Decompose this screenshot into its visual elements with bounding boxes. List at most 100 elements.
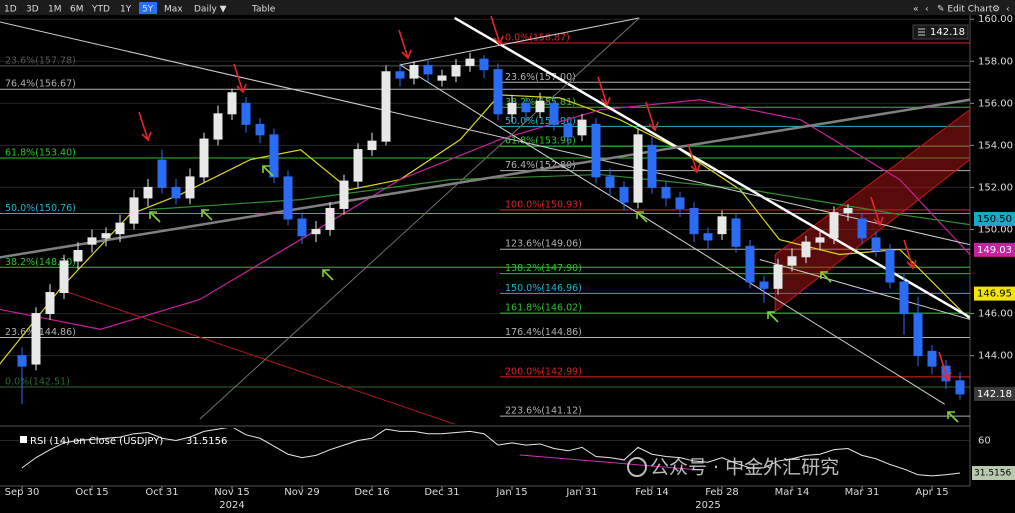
rsi-divergence — [519, 454, 701, 471]
candle-body — [311, 228, 321, 235]
candle-body — [45, 292, 55, 315]
candle-body — [507, 102, 517, 115]
candle-body — [409, 64, 419, 79]
candle-body — [633, 134, 643, 203]
candle-body — [353, 149, 363, 182]
candle-body — [773, 264, 783, 289]
watermark: 公众号 · 中金外汇研究 — [650, 457, 839, 479]
trendline — [399, 17, 640, 66]
candle-body — [535, 100, 545, 113]
toolbar-control[interactable]: ‹ — [1006, 5, 1010, 15]
y-tick-label: 160.00 — [978, 14, 1013, 25]
sell-arrow — [903, 239, 917, 270]
range-button[interactable]: 1M — [48, 5, 62, 15]
price-marker — [974, 286, 1015, 301]
sell-arrow — [398, 29, 412, 60]
range-selected — [139, 2, 157, 14]
sell-arrow — [687, 143, 701, 174]
sell-arrow — [645, 101, 659, 132]
y-tick-label: 152.00 — [978, 182, 1013, 193]
rsi-line — [21, 428, 961, 477]
range-button[interactable]: 3D — [26, 5, 39, 15]
fib-label: 176.4%(144.86) — [505, 327, 582, 338]
candle-body — [885, 249, 895, 283]
rsi-legend-swatch — [20, 436, 27, 443]
candle-body — [199, 138, 209, 178]
toolbar-control[interactable]: ✎ Edit Chart — [937, 5, 993, 15]
candle-body — [437, 75, 447, 81]
candle-body — [381, 71, 391, 142]
toolbar-control[interactable]: ‹ — [925, 5, 929, 15]
x-tick-label: Mar 31 — [845, 487, 880, 498]
fib-label: 100.0%(150.93) — [505, 199, 582, 210]
channel — [774, 109, 970, 313]
candle-body — [927, 350, 937, 367]
x-tick-label: Apr 15 — [915, 487, 948, 498]
x-tick-label: Jan 15 — [495, 487, 527, 498]
x-tick-label: Nov 15 — [214, 487, 249, 498]
rsi-tick-label: 60 — [978, 436, 991, 447]
candle-body — [675, 197, 685, 209]
candle-body — [479, 58, 489, 71]
candle-body — [647, 144, 657, 188]
fib-label: 38.2%(148.20) — [5, 257, 76, 268]
year-label: 2024 — [219, 500, 244, 511]
range-button[interactable]: Max — [164, 5, 183, 15]
candle-body — [703, 233, 713, 241]
candle-body — [857, 218, 867, 239]
table-button[interactable]: Table — [251, 5, 276, 15]
range-button[interactable]: 1D — [4, 5, 17, 15]
candle-body — [143, 186, 153, 199]
toolbar-control[interactable]: ⚙ — [992, 5, 1000, 15]
buy-arrow — [322, 269, 334, 281]
fib-label: 23.6%(157.00) — [505, 72, 576, 83]
candle-body — [577, 119, 587, 136]
candle-body — [255, 123, 265, 136]
candle-body — [31, 313, 41, 365]
sell-arrow — [490, 15, 504, 46]
candle-body — [521, 102, 531, 113]
toolbar-control[interactable]: « — [913, 5, 919, 15]
buy-arrow — [149, 211, 161, 223]
candle-body — [395, 71, 405, 79]
watermark-icon — [627, 457, 647, 477]
price-marker — [974, 242, 1015, 257]
rsi-legend: RSI (14) on Close (USDJPY) — [30, 436, 163, 447]
y-tick-label: 154.00 — [978, 140, 1013, 151]
buy-arrow — [262, 165, 274, 177]
range-button[interactable]: YTD — [91, 5, 110, 15]
x-tick-label: Jan 31 — [565, 487, 597, 498]
rsi-marker — [972, 466, 1015, 481]
range-button[interactable]: 5Y — [142, 5, 154, 15]
range-button[interactable]: 1Y — [120, 5, 132, 15]
fib-label: 138.2%(147.90) — [505, 263, 582, 274]
trendline — [399, 64, 945, 405]
price-marker — [974, 211, 1015, 226]
buy-arrow — [820, 271, 832, 283]
period-select[interactable]: Daily ▼ — [194, 5, 227, 15]
sell-arrow — [938, 351, 952, 382]
sell-arrow — [597, 76, 611, 107]
candle-body — [745, 245, 755, 283]
x-tick-label: Nov 29 — [284, 487, 319, 498]
price-marker-label: 150.50 — [977, 214, 1012, 225]
x-tick-label: Mar 14 — [775, 487, 810, 498]
candle-body — [367, 140, 377, 151]
x-tick-label: Dec 16 — [354, 487, 389, 498]
sell-arrow — [233, 63, 247, 94]
candle-body — [605, 176, 615, 188]
sell-arrow — [138, 111, 152, 142]
candle-body — [185, 176, 195, 199]
candle-body — [465, 58, 475, 66]
trendline — [453, 16, 970, 319]
fib-label: 200.0%(142.99) — [505, 366, 582, 377]
x-tick-label: Dec 31 — [424, 487, 459, 498]
x-tick-label: Oct 15 — [75, 487, 108, 498]
buy-arrow — [636, 211, 648, 223]
y-tick-label: 146.00 — [978, 309, 1013, 320]
range-button[interactable]: 6M — [70, 5, 84, 15]
candle-body — [801, 241, 811, 258]
last-price: 142.18 — [930, 27, 965, 38]
buy-arrow — [947, 411, 959, 423]
candle-body — [325, 207, 335, 230]
